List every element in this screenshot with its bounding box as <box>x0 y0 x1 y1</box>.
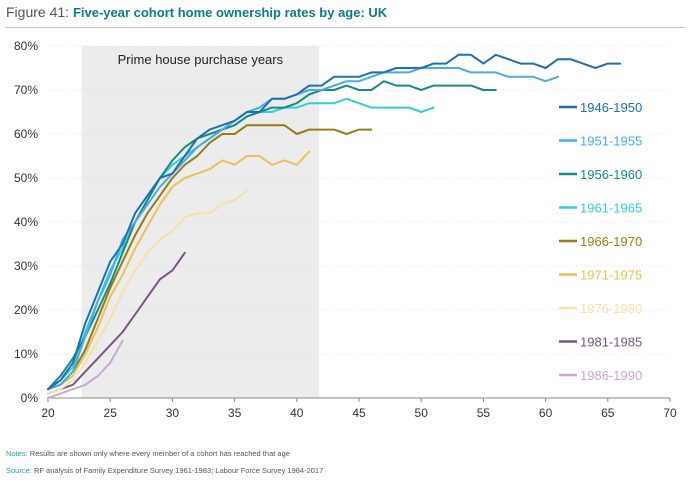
y-tick-label: 70% <box>14 83 38 97</box>
x-tick-label: 45 <box>352 406 366 420</box>
legend-label-1986-1990: 1986-1990 <box>580 368 642 383</box>
x-tick-label: 55 <box>477 406 491 420</box>
series-line-1981-1985 <box>47 251 186 395</box>
series-line-1976-1980 <box>47 190 248 395</box>
x-tick-label: 30 <box>166 406 180 420</box>
legend-label-1946-1950: 1946-1950 <box>580 100 642 115</box>
legend-label-1981-1985: 1981-1985 <box>580 335 642 350</box>
series-line-1951-1955 <box>47 67 559 391</box>
legend-label-1961-1965: 1961-1965 <box>580 201 642 216</box>
y-tick-label: 0% <box>21 391 39 405</box>
axis-layer: 0% 10% 20% 30% 40% 50% 60% 70% 80% 20 25 30 35 40 45 50… <box>14 39 677 420</box>
x-tick-label: 70 <box>663 406 677 420</box>
x-tick-label: 40 <box>290 406 304 420</box>
series-line-1986-1990 <box>47 339 124 399</box>
legend-label-1951-1955: 1951-1955 <box>580 134 642 149</box>
x-tick-label: 20 <box>41 406 55 420</box>
legend-label-1956-1960: 1956-1960 <box>580 167 642 182</box>
source-text: RF analysis of Family Expenditure Survey… <box>33 466 324 475</box>
legend-label-1976-1980: 1976-1980 <box>580 301 642 316</box>
x-tick-label: 25 <box>104 406 118 420</box>
y-tick-label: 10% <box>14 347 38 361</box>
legend-layer: 1946-1950 1951-1955 1956-1960 1961-1965 1966… <box>559 100 642 383</box>
notes-label: Notes: <box>6 449 28 458</box>
x-tick-label: 60 <box>539 406 553 420</box>
y-tick-label: 30% <box>14 259 38 273</box>
y-tick-label: 20% <box>14 303 38 317</box>
y-tick-label: 50% <box>14 171 38 185</box>
x-tick-label: 65 <box>601 406 615 420</box>
legend-label-1966-1970: 1966-1970 <box>580 234 642 249</box>
source-label: Source: <box>6 466 32 475</box>
figure-title: Figure 41: Five-year cohort home ownersh… <box>6 4 387 20</box>
notes-line: Notes: Results are shown only where ever… <box>6 449 290 458</box>
series-line-1956-1960 <box>47 80 497 391</box>
legend-label-1971-1975: 1971-1975 <box>580 268 642 283</box>
title-divider <box>6 27 686 28</box>
x-tick-label: 50 <box>415 406 429 420</box>
x-tick-label: 35 <box>228 406 242 420</box>
prime-years-label: Prime house purchase years <box>118 52 284 67</box>
series-layer <box>47 53 622 399</box>
series-line-1966-1970 <box>47 124 373 391</box>
series-line-1946-1950 <box>47 53 622 391</box>
series-line-1971-1975 <box>47 150 311 391</box>
notes-text: Results are shown only where every membe… <box>29 449 290 458</box>
figure-label: Figure 41: <box>6 4 70 20</box>
source-line: Source: RF analysis of Family Expenditur… <box>6 466 323 475</box>
figure-title-text: Five-year cohort home ownership rates by… <box>72 5 388 20</box>
y-tick-label: 60% <box>14 127 38 141</box>
y-tick-label: 40% <box>14 215 38 229</box>
y-tick-label: 80% <box>14 39 38 53</box>
